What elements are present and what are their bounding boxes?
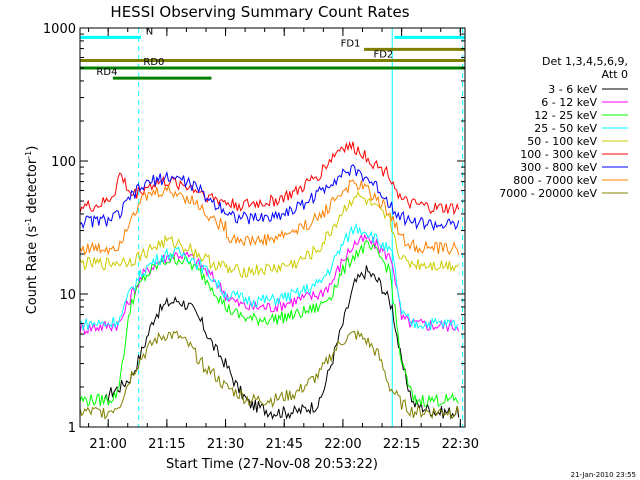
x-tick-label: 21:30 <box>207 437 244 452</box>
legend-entry-label: 6 - 12 keV <box>541 96 597 109</box>
chart-title: HESSI Observing Summary Count Rates <box>110 3 409 21</box>
y-axis-label-sup: -1 <box>24 218 33 226</box>
legend-header: Att 0 <box>602 68 628 81</box>
x-tick-label: 22:00 <box>324 437 361 452</box>
y-tick-label: 1 <box>68 421 76 436</box>
series-line <box>79 233 460 336</box>
series-line <box>104 265 460 421</box>
legend-entry-label: 12 - 25 keV <box>534 109 597 122</box>
x-axis-ticks: 21:00 21:15 21:30 21:45 22:00 22:15 22:30 <box>88 28 479 452</box>
flag-label: N <box>146 26 153 37</box>
y-axis-ticks: 1 10 100 1000 <box>43 22 465 436</box>
series-line <box>79 164 460 232</box>
x-tick-label: 22:15 <box>383 437 420 452</box>
y-axis-label-part: ) <box>25 146 40 151</box>
y-axis-label: Count Rate (s-1 detector-1) <box>24 146 40 315</box>
flag-label: RD4 <box>96 67 117 78</box>
legend-entry-label: 7000 - 20000 keV <box>499 187 597 200</box>
plot-frame <box>79 27 466 428</box>
x-tick-label: 21:45 <box>266 437 303 452</box>
legend-entry-label: 25 - 50 keV <box>534 122 597 135</box>
flag-label: RD0 <box>143 57 164 68</box>
flag-label: FD1 <box>341 38 361 49</box>
legend-entry-label: 300 - 800 keV <box>520 161 597 174</box>
series-line <box>79 222 459 332</box>
series-line <box>79 190 460 278</box>
y-axis-label-part: detector <box>25 158 40 218</box>
legend-entry-label: 100 - 300 keV <box>520 148 597 161</box>
plot-area: N FD1 FD2 RD0 RD4 <box>79 26 465 427</box>
x-tick-label: 22:30 <box>442 437 479 452</box>
y-axis-label-sup: -1 <box>24 151 33 159</box>
legend-entry-label: 3 - 6 keV <box>548 83 597 96</box>
legend-entry-label: 50 - 100 keV <box>527 135 597 148</box>
legend-header: Det 1,3,4,5,6,9, <box>542 55 628 68</box>
flag-label: FD2 <box>373 49 393 60</box>
legend-entry-label: 800 - 7000 keV <box>513 174 597 187</box>
series-line <box>79 329 460 420</box>
x-axis-label: Start Time (27-Nov-08 20:53:22) <box>166 457 378 472</box>
series-line <box>79 140 460 216</box>
y-tick-label: 1000 <box>43 22 76 37</box>
y-tick-label: 100 <box>51 155 76 170</box>
x-tick-label: 21:15 <box>148 437 185 452</box>
y-tick-label: 10 <box>59 288 76 303</box>
series-line <box>79 239 460 408</box>
y-axis-label-part: Count Rate (s <box>25 226 40 315</box>
x-tick-label: 21:00 <box>89 437 126 452</box>
footer-timestamp: 21-Jan-2010 23:55 <box>571 471 636 479</box>
series-line <box>79 179 460 256</box>
